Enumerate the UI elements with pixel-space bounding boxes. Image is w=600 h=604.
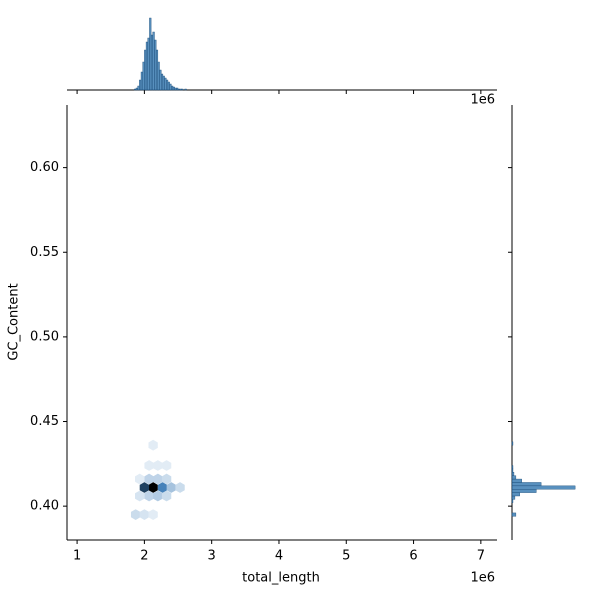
top-hist-bar (155, 49, 159, 91)
top-hist-bar (184, 88, 187, 91)
right-hist-bar (511, 499, 514, 503)
top-hist-bar (145, 41, 148, 91)
right-hist-bar (511, 472, 515, 476)
hexbin (153, 473, 163, 485)
right-hist-bar (511, 495, 516, 500)
top-hist-bar (164, 77, 167, 91)
y-tick-label: 0.45 (30, 414, 59, 429)
top-offset-label: 1e6 (470, 93, 495, 108)
right-hist-bar (511, 478, 522, 483)
right-hist-bar (511, 512, 517, 517)
y-tick-label: 0.40 (30, 499, 59, 514)
top-hist-bar (166, 79, 169, 91)
top-hist-bar (135, 87, 138, 91)
top-hist-bar (179, 88, 182, 91)
hexbin (144, 490, 154, 502)
top-hist-bar (152, 31, 155, 91)
top-hist-bar (174, 87, 177, 91)
hexbin (139, 482, 150, 493)
right-hist-bar (511, 465, 514, 470)
hexbin (148, 509, 158, 521)
hexbin (166, 482, 176, 493)
x-tick-label: 4 (275, 549, 283, 564)
hexbin (130, 509, 141, 521)
x-tick-label: 1 (73, 549, 81, 564)
x-tick-label: 6 (409, 549, 417, 564)
hexbin (161, 490, 172, 502)
hexbin (161, 460, 172, 471)
right-hist-bar (511, 482, 542, 487)
x-tick-label: 2 (140, 549, 148, 564)
top-hist-bar (162, 75, 165, 91)
top-hist-bar (144, 49, 147, 91)
top-hist-bar (161, 73, 164, 91)
top-hist-bar (134, 88, 137, 91)
right-hist-bar (511, 468, 514, 473)
top-hist-bar (139, 79, 142, 91)
hexbin (148, 439, 158, 451)
top-hist-bar (140, 71, 143, 91)
top-hist-bar (169, 83, 172, 91)
x-tick-label: 3 (208, 549, 216, 564)
x-axis-label: total_length (242, 571, 320, 586)
hexbin (148, 482, 158, 493)
y-tick-label: 0.50 (30, 329, 59, 344)
hexbin (135, 473, 145, 485)
hexbin (153, 490, 163, 502)
top-hist-bar (137, 85, 140, 91)
top-hist-bar (181, 88, 184, 91)
top-hist-bar (142, 61, 145, 91)
x-tick-label: 7 (477, 549, 485, 564)
top-hist-bar (177, 88, 180, 91)
right-hist-bar (511, 492, 520, 497)
top-hist-bar (150, 34, 153, 91)
hexbin (144, 473, 154, 485)
top-hist-bar (147, 37, 150, 91)
top-hist-bar (159, 69, 162, 91)
y-axis-label: GC_Content (7, 283, 22, 360)
top-hist-bar (149, 17, 152, 91)
top-hist-bar (167, 81, 170, 91)
hexbin (161, 473, 172, 485)
y-tick-label: 0.55 (30, 245, 59, 260)
right-hist-bar (511, 475, 517, 480)
top-hist-bar (157, 61, 160, 91)
x-offset-label: 1e6 (470, 571, 495, 586)
right-hist-bar (511, 489, 537, 493)
hexbin (135, 490, 145, 502)
hexbin (144, 460, 154, 471)
right-hist-bar (511, 485, 576, 490)
top-hist-bar (154, 39, 157, 91)
hexbin (157, 482, 168, 493)
hexbin (175, 482, 185, 493)
x-tick-label: 5 (342, 549, 350, 564)
top-hist-bar (171, 85, 174, 91)
top-hist-bar (176, 87, 179, 91)
y-tick-label: 0.60 (30, 160, 59, 175)
right-hist-bar (511, 441, 514, 446)
top-hist-bar (172, 86, 175, 91)
hexbin (153, 460, 163, 471)
hexbin (139, 509, 150, 521)
